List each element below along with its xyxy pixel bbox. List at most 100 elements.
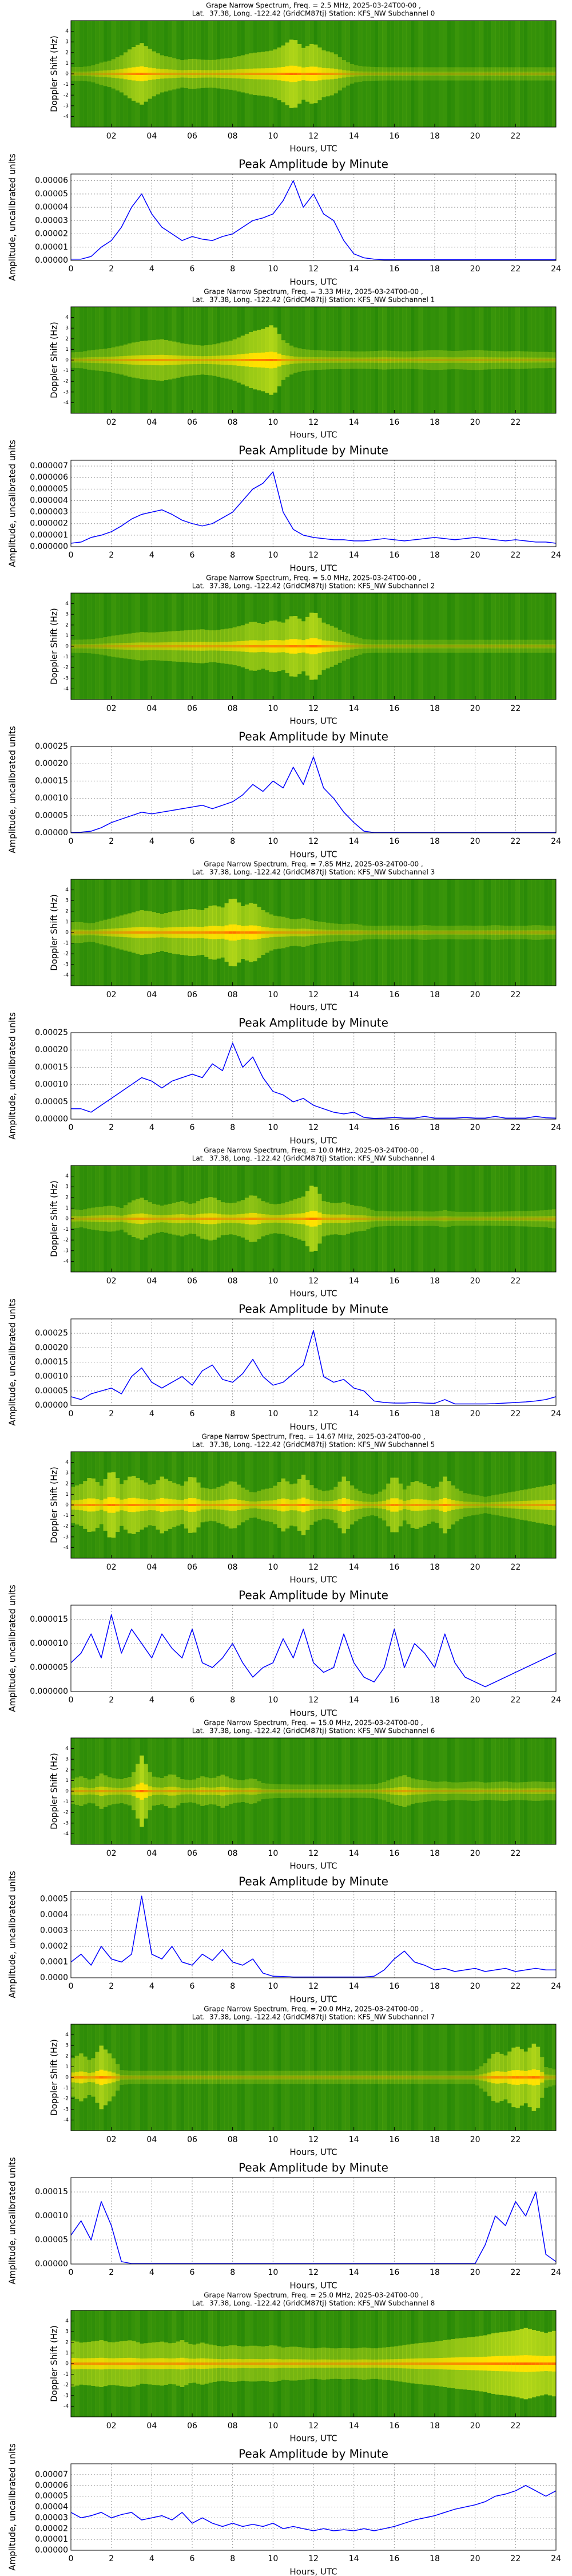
spectrogram-noise: [406, 593, 411, 700]
spectrogram-carrier: [248, 73, 253, 75]
spectrogram-noise: [406, 307, 411, 413]
spectrogram-core: [132, 2075, 136, 2080]
spectrogram-carrier: [329, 931, 334, 934]
spectrogram-noise: [527, 307, 533, 413]
spectrogram-carrier: [374, 1504, 379, 1506]
spectrogram-carrier: [208, 1218, 213, 1220]
spectrogram-noise: [325, 2024, 330, 2131]
spectrogram-band: [491, 1495, 496, 1515]
y-tick-label: 0: [65, 1503, 69, 1508]
spectrogram-carrier: [362, 1218, 367, 1220]
spectrogram-carrier: [140, 73, 144, 75]
spectrogram-band: [523, 1781, 529, 1801]
spectrogram-core: [475, 1502, 480, 1508]
spectrogram-core: [507, 1501, 512, 1509]
spectrogram-band: [418, 2071, 423, 2084]
spectrogram-carrier: [313, 2362, 318, 2365]
spectrogram-noise: [422, 21, 427, 127]
spectrogram-band: [83, 639, 88, 653]
x-tick-label: 2: [109, 837, 114, 846]
spectrogram-noise: [337, 307, 342, 413]
spectrogram-noise: [232, 2024, 237, 2131]
spectrogram-noise: [353, 879, 359, 986]
spectrogram-noise: [475, 1452, 480, 1558]
x-tick-label: 04: [146, 1277, 157, 1286]
spectrogram-core: [309, 2359, 314, 2368]
y-tick-label: 3: [65, 2043, 69, 2049]
spectrogram-carrier: [539, 1218, 545, 1220]
spectrogram-noise: [337, 879, 342, 986]
y-tick-label: -2: [63, 951, 69, 957]
spectrogram-core: [491, 1788, 496, 1794]
spectrogram-carrier: [353, 1218, 359, 1220]
spectrogram-noise: [459, 1165, 463, 1272]
spectrogram-carrier: [394, 73, 399, 75]
spectrogram-carrier: [200, 73, 205, 75]
spectrogram-carrier: [188, 2362, 193, 2365]
spectrogram-carrier: [503, 73, 508, 75]
spectrogram-noise: [499, 879, 504, 986]
x-tick-label: 24: [551, 1982, 561, 1991]
spectrogram-carrier: [451, 1218, 455, 1220]
spectrogram-band: [83, 1209, 88, 1228]
spectrogram-noise: [353, 1165, 359, 1272]
spectrogram-carrier: [297, 73, 302, 75]
x-tick-label: 24: [551, 264, 561, 274]
spectrogram-core: [527, 1216, 533, 1222]
spectrogram-noise: [345, 21, 351, 127]
spectrogram-carrier: [123, 931, 128, 934]
spectrogram-noise: [123, 593, 128, 700]
spectrogram-carrier: [75, 1218, 80, 1220]
spectrogram-core: [107, 70, 112, 78]
spectrogram-carrier: [208, 1790, 213, 1792]
spectrogram-carrier: [309, 2362, 314, 2365]
spectrogram-core: [95, 1787, 100, 1795]
spectrogram-noise: [313, 307, 318, 413]
spectrogram-carrier: [475, 2076, 480, 2079]
x-axis-label: Hours, UTC: [289, 2147, 337, 2158]
spectrogram-core: [127, 1214, 132, 1223]
spectrogram-noise: [236, 2024, 241, 2131]
spectrogram-noise: [551, 21, 557, 127]
spectrogram-carrier: [305, 1790, 310, 1792]
spectrogram-carrier: [471, 73, 476, 75]
spectrogram-carrier: [455, 1790, 459, 1792]
x-tick-label: 22: [510, 990, 521, 999]
spectrogram-noise: [111, 593, 116, 700]
spectrogram-carrier: [435, 1218, 439, 1220]
spectrogram-carrier: [527, 931, 533, 934]
spectrogram-noise: [499, 1738, 504, 1844]
spectrogram-band: [99, 1207, 104, 1231]
spectrogram-core: [220, 1787, 225, 1796]
spectrogram-band: [136, 2071, 140, 2084]
spectrogram-carrier: [539, 1504, 545, 1506]
spectrogram-noise: [220, 2024, 225, 2131]
y-tick-label: 0.000015: [30, 1615, 68, 1624]
x-tick-label: 2: [109, 1696, 114, 1705]
spectrogram-core: [123, 2075, 128, 2080]
spectrogram-band: [447, 2071, 451, 2084]
spectrogram-carrier: [443, 1218, 447, 1220]
spectrogram-carrier: [140, 2362, 144, 2365]
spectrogram-carrier: [443, 2076, 447, 2079]
spectrogram-core: [321, 929, 326, 936]
x-tick-label: 06: [187, 132, 197, 141]
spectrogram-band: [543, 1210, 549, 1228]
spectrogram-band: [91, 65, 96, 82]
spectrogram-carrier: [414, 2362, 419, 2365]
spectrogram-noise: [325, 1738, 330, 1844]
spectrogram-carrier: [228, 1790, 233, 1792]
y-tick-label: 0: [65, 72, 69, 77]
spectrogram-carrier: [176, 73, 181, 75]
spectrogram-band: [447, 639, 451, 653]
spectrogram-carrier: [236, 2362, 241, 2365]
spectrogram-band: [455, 926, 459, 939]
spectrogram-carrier: [321, 2076, 326, 2079]
spectrogram-band: [293, 1784, 298, 1798]
spectrogram-core: [220, 2359, 225, 2368]
spectrogram-core: [527, 72, 533, 76]
spectrogram-carrier: [378, 359, 383, 361]
spectrogram-noise: [152, 1165, 156, 1272]
spectrogram-core: [491, 1216, 496, 1221]
spectrogram-core: [410, 930, 415, 935]
